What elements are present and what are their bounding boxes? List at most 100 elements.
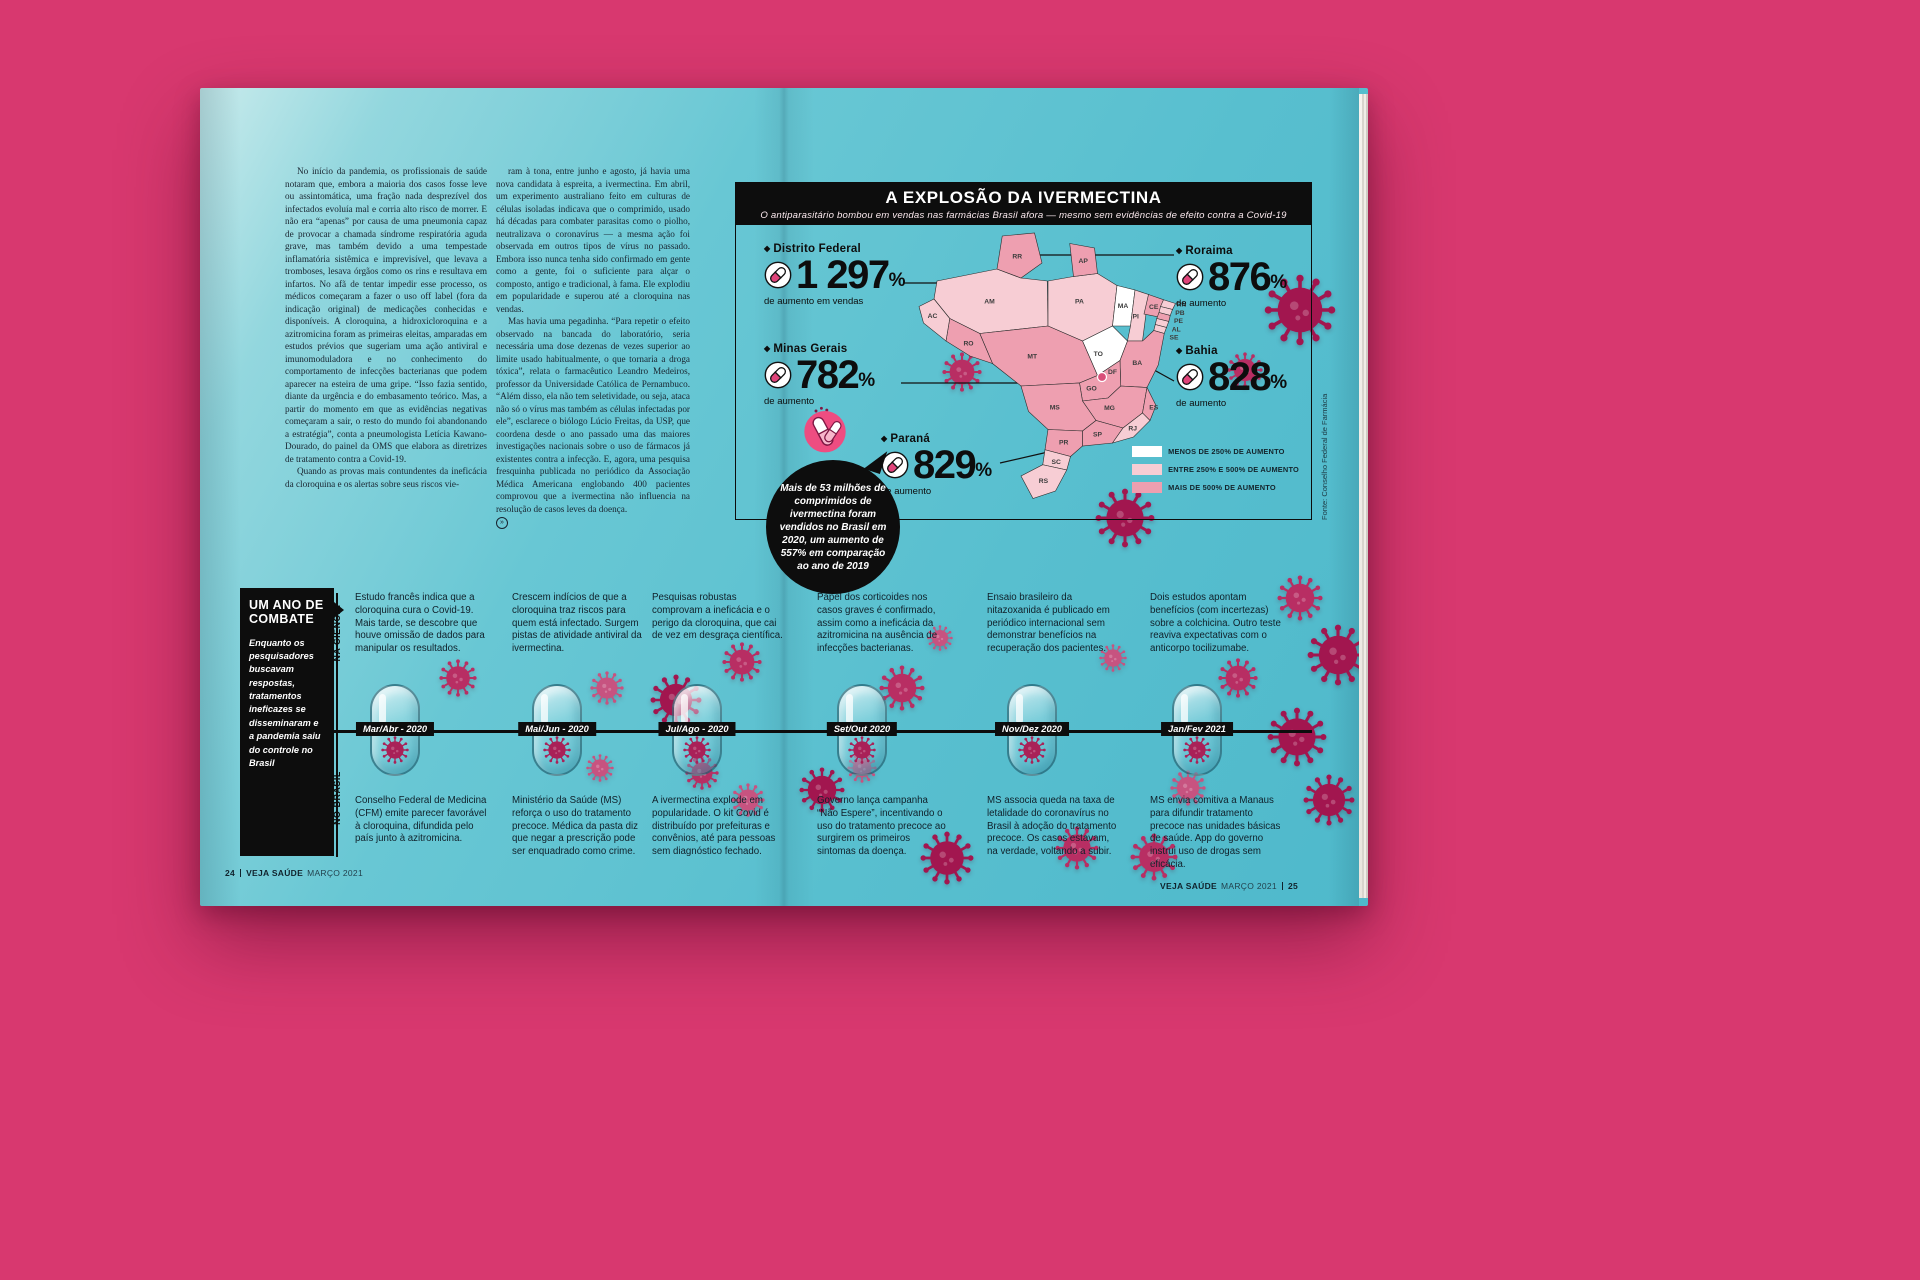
virus-icon [1183,736,1211,764]
article-column-1: No início da pandemia, os profissionais … [285,165,487,561]
svg-text:PR: PR [1059,440,1069,447]
virus-icon [439,659,477,697]
stat-minas-gerais: ◆ Minas Gerais 782% de aumento [764,343,876,407]
fact-bubble: Mais de 53 milhões de comprimidos de ive… [766,460,900,594]
page-edge-stack [1359,94,1368,898]
footer-divider [1281,882,1283,890]
svg-text:DF: DF [1108,369,1117,376]
pill-icon [1176,263,1204,291]
timeline-date-badge: Jan/Fev 2021 [1161,722,1233,736]
timeline-axis-divider [336,593,338,857]
legend-swatch-dark-pink [1132,482,1163,493]
diamond-marker: ◆ [764,344,771,353]
timeline-science-text: Dois estudos apontam benefícios (com inc… [1150,592,1281,655]
svg-text:MT: MT [1027,353,1038,360]
magazine-spread: No início da pandemia, os profissionais … [200,88,1368,906]
virus-icon [1018,736,1046,764]
svg-text:PB: PB [1175,310,1185,317]
timeline-brasil-text: Ministério da Saúde (MS) reforça o uso d… [512,795,639,858]
virus-icon [683,736,711,764]
pill-icon [1176,363,1204,391]
diamond-marker: ◆ [1176,346,1183,355]
timeline-science-text: Crescem indícios de que a cloroquina tra… [512,592,642,655]
virus-icon [1267,707,1327,767]
virus-icon [586,754,614,782]
timeline-brasil-text: Conselho Federal de Medicina (CFM) emite… [355,795,487,845]
page-number: 25 [1287,881,1298,891]
article-paragraph: Quando as provas mais contundentes da in… [285,466,487,489]
timeline-science-text: Estudo francês indica que a cloroquina c… [355,592,485,655]
ivermectin-infographic: A EXPLOSÃO DA IVERMECTINA O antiparasitá… [735,182,1312,520]
legend-swatch-white [1132,446,1163,457]
svg-text:ES: ES [1149,404,1159,411]
virus-icon [1277,575,1323,621]
timeline-header-box: UM ANO DE COMBATE Enquanto os pesquisado… [240,588,344,856]
virus-icon [722,642,762,682]
stat-parana: ◆ Paraná 829% de aumento [881,433,993,497]
svg-text:RO: RO [963,341,973,348]
virus-icon [381,736,409,764]
svg-text:RS: RS [1039,478,1049,485]
diamond-marker: ◆ [881,434,888,443]
virus-icon [848,736,876,764]
footer-divider [240,869,242,877]
pills-icon [804,406,846,453]
svg-text:PE: PE [1174,318,1184,325]
legend-item: MENOS DE 250% DE AUMENTO [1132,446,1299,457]
virus-icon [1218,658,1258,698]
timeline-date-badge: Mai/Jun - 2020 [518,722,596,736]
svg-text:RR: RR [1012,254,1022,261]
stat-bahia: ◆ Bahia 828% de aumento [1176,345,1288,409]
article-paragraph: ram à tona, entre junho e agosto, já hav… [496,166,690,314]
virus-icon [543,736,571,764]
svg-text:PI: PI [1133,314,1140,321]
timeline-brasil-text: A ivermectina explode em popularidade. O… [652,795,776,858]
svg-text:AM: AM [984,299,995,306]
timeline-date-badge: Mar/Abr - 2020 [355,722,435,736]
infographic-source: Fonte: Conselho Federal de Farmácia [1320,393,1329,520]
svg-text:CE: CE [1149,304,1159,311]
capsule-illustration [672,684,722,776]
svg-text:BA: BA [1132,360,1142,367]
diamond-marker: ◆ [764,244,771,253]
svg-text:SC: SC [1052,459,1062,466]
article-continuation-icon: » [496,517,508,530]
page-footer-left: 24 VEJA SAÚDE MARÇO 2021 [225,868,363,878]
svg-text:MG: MG [1104,405,1115,412]
axis-label-brasil: NO BRASIL [332,771,342,825]
timeline-date-badge: Nov/Dez 2020 [995,722,1069,736]
legend-item: MAIS DE 500% DE AUMENTO [1132,482,1299,493]
diamond-marker: ◆ [1176,246,1183,255]
svg-text:RJ: RJ [1128,425,1137,432]
stat-distrito-federal: ◆ Distrito Federal 1 297% de aumento em v… [764,243,906,307]
infographic-header: A EXPLOSÃO DA IVERMECTINA O antiparasitá… [736,183,1311,225]
svg-text:RN: RN [1177,302,1187,309]
article-paragraph: No início da pandemia, os profissionais … [285,166,487,464]
timeline-title: UM ANO DE COMBATE [249,598,344,627]
svg-text:MA: MA [1118,303,1129,310]
svg-text:MS: MS [1050,404,1061,411]
legend-item: ENTRE 250% E 500% DE AUMENTO [1132,464,1299,475]
svg-text:AC: AC [928,313,938,320]
timeline-science-text: Ensaio brasileiro da nitazoxanida é publ… [987,592,1110,655]
timeline-description: Enquanto os pesquisadores buscavam respo… [249,637,321,768]
article-paragraph: Mas havia uma pegadinha. “Para repetir o… [496,316,690,514]
svg-text:GO: GO [1086,386,1097,393]
virus-icon [1303,774,1355,826]
page-number: 24 [225,868,236,878]
brazil-map: RR AP AM PA MA PI CE RN PB PE AL SE TO B… [918,232,1187,499]
svg-text:PA: PA [1075,299,1084,306]
pill-icon [764,261,792,289]
timeline-brasil-text: Governo lança campanha “Não Espere”, inc… [817,795,946,858]
timeline-brasil-text: MS envia comitiva a Manaus para difundir… [1150,795,1281,870]
infographic-content: RR AP AM PA MA PI CE RN PB PE AL SE TO B… [736,225,1311,519]
stat-roraima: ◆ Roraima 876% de aumento [1176,245,1288,309]
svg-text:SP: SP [1093,431,1103,438]
svg-text:AP: AP [1079,258,1089,265]
timeline-date-badge: Set/Out 2020 [826,722,898,736]
timeline-axis [330,730,1312,733]
timeline-science-text: Pesquisas robustas comprovam a ineficáci… [652,592,783,642]
map-legend: MENOS DE 250% DE AUMENTO ENTRE 250% E 50… [1132,446,1299,493]
page-shade [200,88,240,906]
